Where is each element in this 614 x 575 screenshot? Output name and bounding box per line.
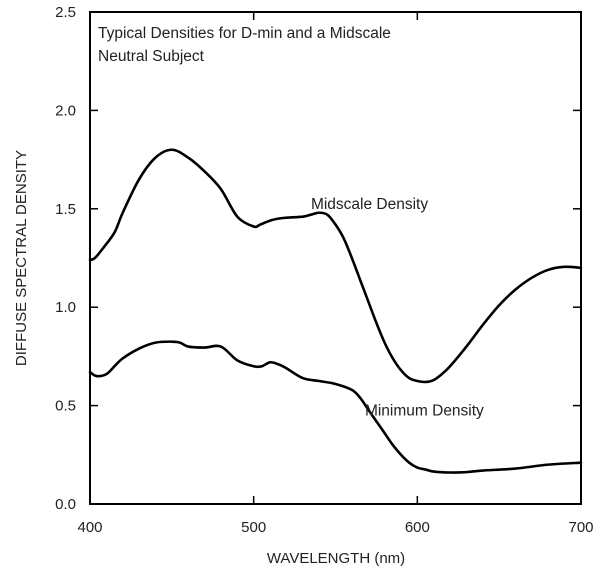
x-tick-label: 600 — [405, 519, 430, 536]
y-tick-label: 0.0 — [55, 496, 76, 513]
y-tick-label: 1.0 — [55, 299, 76, 316]
x-tick-label: 700 — [568, 519, 593, 536]
annotation-line-1: Typical Densities for D-min and a Midsca… — [98, 25, 391, 42]
series-label-midscale-density: Midscale Density — [311, 196, 428, 213]
y-tick-label: 2.5 — [55, 4, 76, 21]
x-axis-title: WAVELENGTH (nm) — [267, 550, 405, 567]
x-tick-label: 400 — [77, 519, 102, 536]
x-tick-label: 500 — [241, 519, 266, 536]
series-layer — [88, 148, 583, 474]
y-tick-label: 0.5 — [55, 398, 76, 415]
series-line-midscale-density — [88, 148, 583, 384]
annotation-line-2: Neutral Subject — [98, 48, 205, 65]
ticks-layer: 400 500 600 700 0.0 0.5 1.0 1.5 2.0 2.5 — [55, 4, 593, 536]
y-tick-label: 2.0 — [55, 102, 76, 119]
labels-layer: Midscale Density Minimum Density — [311, 196, 484, 420]
y-tick-label: 1.5 — [55, 201, 76, 218]
y-axis-title: DIFFUSE SPECTRAL DENSITY — [13, 150, 30, 366]
plot-frame — [89, 11, 582, 505]
series-label-minimum-density: Minimum Density — [365, 402, 484, 419]
series-line-minimum-density — [88, 340, 583, 474]
